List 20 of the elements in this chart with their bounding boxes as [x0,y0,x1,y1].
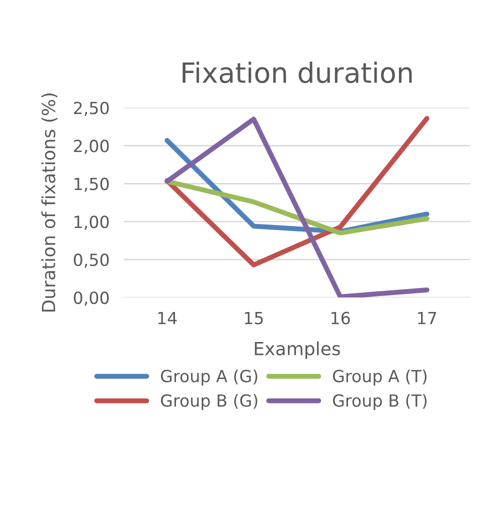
y-tick-label: 0,00 [74,292,109,306]
x-axis-title: Examples [254,341,340,359]
line-series [164,116,430,298]
x-tick-label: 14 [158,312,177,324]
y-axis-title: Duration of fixations (%) [41,93,58,312]
x-tick-label: 17 [418,312,436,324]
y-tick-label: 0,50 [74,254,109,268]
chart-title: Fixation duration [182,62,412,84]
line-series [164,116,430,268]
y-tick-label: 2,00 [74,140,109,154]
legend-label: Group B (G) [160,394,258,410]
legend-label: Group A (G) [160,370,258,386]
legend-label: Group B (T) [332,394,427,410]
line-series [164,178,430,236]
x-tick-label: 15 [244,312,263,324]
legend-label: Group A (T) [332,370,427,386]
y-tick-label: 1,00 [74,216,109,230]
y-tick-label: 2,50 [74,102,109,116]
x-tick-label: 16 [332,312,350,324]
y-tick-label: 1,50 [74,178,109,192]
